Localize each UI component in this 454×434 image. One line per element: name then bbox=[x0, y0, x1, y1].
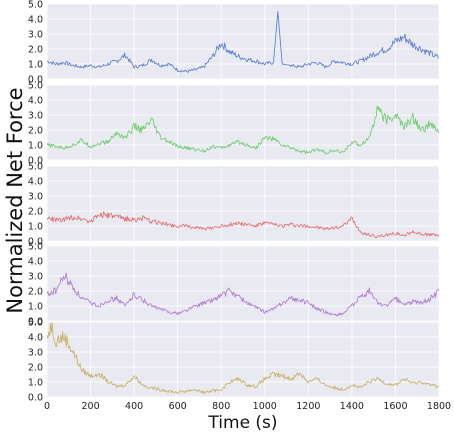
y-tick-label: 4.0 bbox=[28, 256, 43, 267]
y-tick-label: 4.0 bbox=[28, 14, 43, 25]
x-tick-label: 1000 bbox=[253, 401, 277, 412]
panel-background bbox=[47, 166, 439, 241]
y-tick-label: 4.0 bbox=[28, 332, 43, 343]
y-tick-label: 4.0 bbox=[28, 176, 43, 187]
y-tick-label: 0.0 bbox=[28, 155, 43, 166]
y-tick-label: 2.0 bbox=[28, 125, 43, 136]
y-tick-label: 1.0 bbox=[28, 301, 43, 312]
y-tick-label: 0.0 bbox=[28, 236, 43, 247]
x-tick-label: 200 bbox=[81, 401, 99, 412]
x-axis-title: Time (s) bbox=[207, 413, 277, 433]
x-tick-label: 0 bbox=[44, 401, 50, 412]
y-tick-label: 2.0 bbox=[28, 286, 43, 297]
y-tick-label: 3.0 bbox=[28, 271, 43, 282]
x-tick-label: 1800 bbox=[427, 401, 451, 412]
y-tick-label: 3.0 bbox=[28, 191, 43, 202]
y-tick-label: 5.0 bbox=[28, 161, 43, 172]
panel-background bbox=[47, 4, 439, 79]
x-tick-label: 800 bbox=[212, 401, 230, 412]
series-line-1 bbox=[46, 11, 440, 73]
y-tick-label: 1.0 bbox=[28, 377, 43, 388]
panel-background bbox=[47, 322, 439, 397]
panel-background bbox=[47, 246, 439, 321]
x-tick-label: 1400 bbox=[340, 401, 364, 412]
series-line-2 bbox=[46, 105, 440, 155]
y-tick-label: 1.0 bbox=[28, 140, 43, 151]
y-tick-label: 5.0 bbox=[28, 241, 43, 252]
panel-background bbox=[47, 85, 439, 160]
y-tick-label: 4.0 bbox=[28, 95, 43, 106]
series-line-4 bbox=[46, 272, 440, 317]
y-tick-label: 3.0 bbox=[28, 29, 43, 40]
y-tick-label: 0.0 bbox=[28, 316, 43, 327]
y-tick-label: 3.0 bbox=[28, 110, 43, 121]
y-tick-label: 2.0 bbox=[28, 44, 43, 55]
y-tick-label: 2.0 bbox=[28, 362, 43, 373]
x-tick-label: 600 bbox=[169, 401, 187, 412]
y-tick-label: 1.0 bbox=[28, 221, 43, 232]
series-line-5 bbox=[46, 322, 440, 395]
y-tick-label: 5.0 bbox=[28, 80, 43, 91]
y-tick-label: 5.0 bbox=[28, 0, 43, 10]
x-tick-label: 1200 bbox=[296, 401, 320, 412]
y-tick-label: 0.0 bbox=[28, 392, 43, 403]
y-tick-label: 3.0 bbox=[28, 347, 43, 358]
series-line-3 bbox=[46, 211, 440, 239]
y-tick-label: 1.0 bbox=[28, 59, 43, 70]
x-tick-label: 1600 bbox=[383, 401, 407, 412]
x-tick-label: 400 bbox=[125, 401, 143, 412]
y-axis-title: Normalized Net Force bbox=[3, 87, 27, 313]
y-tick-label: 0.0 bbox=[28, 74, 43, 85]
y-tick-label: 5.0 bbox=[28, 317, 43, 328]
y-tick-label: 2.0 bbox=[28, 206, 43, 217]
